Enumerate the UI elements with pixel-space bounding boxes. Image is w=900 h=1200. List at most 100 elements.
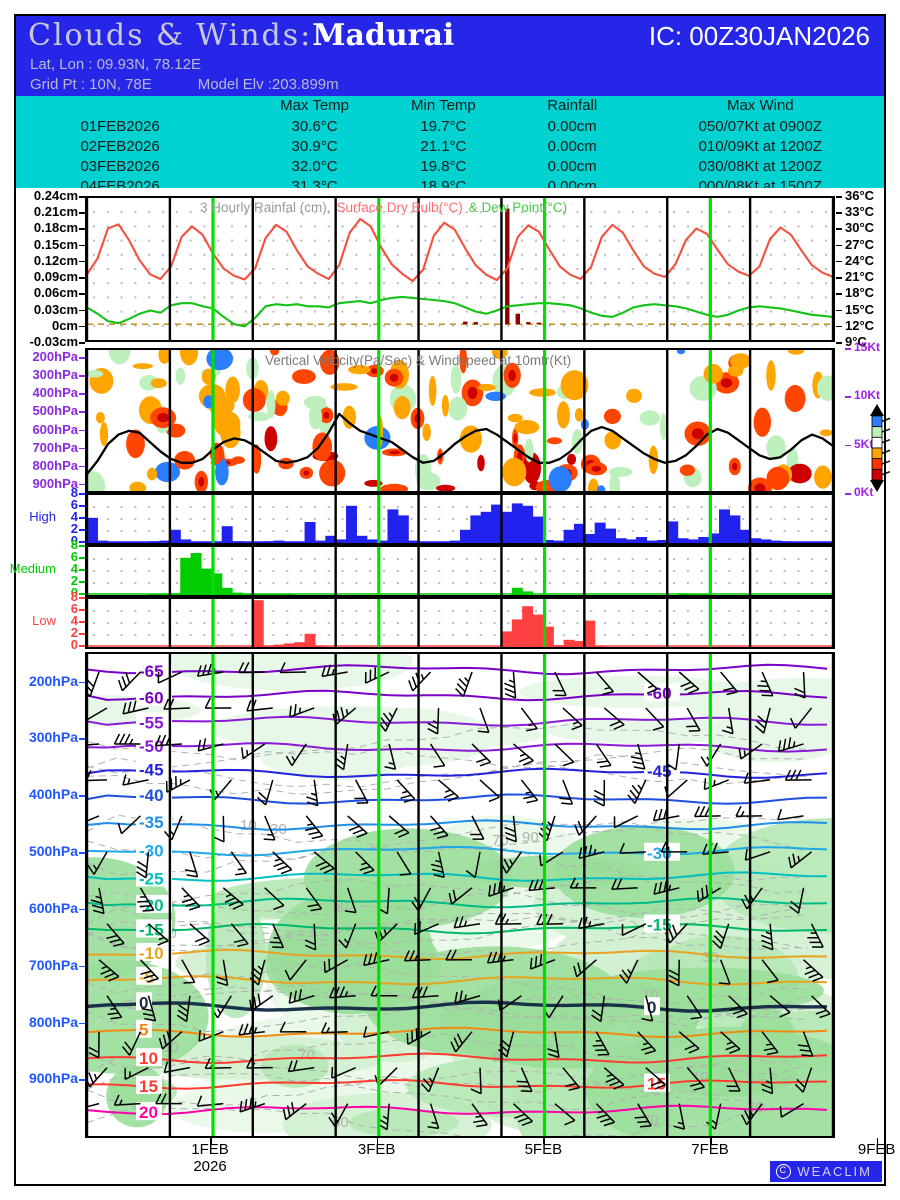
svg-text:-40: -40 — [139, 786, 164, 805]
cloud-label-low: Low — [32, 613, 56, 628]
grid-point: Grid Pt : 10N, 78E Model Elv :203.899m — [30, 76, 339, 93]
temperature-tick-8: 12°C — [845, 317, 875, 333]
x-axis-label-1: 3FEB — [332, 1141, 422, 1158]
cloud-tick-low-3: 2 — [70, 625, 78, 640]
temperature-tick-7: 15°C — [845, 301, 875, 317]
temperature-tick-3: 27°C — [845, 236, 875, 252]
col-max-temp: Max Temp — [280, 97, 350, 114]
svg-text:5: 5 — [139, 1021, 148, 1040]
cloud-tickmark — [79, 593, 85, 595]
daily-summary-table: Max Temp Min Temp Rainfall Max Wind 01FE… — [16, 96, 884, 188]
cell-max-wind: 010/09Kt at 1200Z — [698, 137, 823, 155]
cell-max-temp: 32.0°C — [291, 157, 338, 175]
rainfall-tick-3: 0.15cm — [33, 236, 78, 252]
title-prefix: Clouds & Winds: — [28, 18, 313, 53]
cloud-tick-high-0: 8 — [70, 485, 78, 500]
lat-lon: Lat, Lon : 09.93N, 78.12E — [30, 56, 201, 73]
cloud-tick-medium-4: 0 — [70, 585, 78, 600]
vvel-tickmark — [79, 429, 85, 432]
x-axis-tickmark-4 — [876, 1138, 879, 1144]
rainfall-tick-9: -0.03cm — [29, 334, 78, 349]
col-min-temp: Min Temp — [411, 97, 476, 114]
main-pressure-tickmark — [79, 1079, 85, 1081]
svg-text:70: 70 — [298, 1047, 315, 1064]
x-axis-date: 7FEB — [691, 1141, 729, 1158]
vvel-tickmark — [79, 411, 85, 413]
cloud-tick-medium-1: 6 — [70, 549, 78, 564]
cloud-tickmark — [79, 541, 85, 543]
vvel-pressure-tick-5: 700hPa — [32, 439, 78, 455]
grid-point-label: Grid Pt : 10N, 78E — [30, 76, 152, 93]
rainfall-tick-1: 0.21cm — [33, 204, 78, 220]
x-axis-label-2: 5FEB — [498, 1141, 588, 1158]
cloud-tick-high-4: 0 — [70, 533, 78, 548]
x-axis-tickmark-3 — [710, 1138, 712, 1144]
temperature-tickmark — [836, 325, 842, 328]
windbarb-colorbar — [866, 404, 892, 492]
cloud-tick-high-3: 2 — [70, 521, 78, 536]
station-name: Madurai — [312, 18, 455, 53]
main-pressure-tickmark — [79, 681, 85, 684]
svg-text:-15: -15 — [647, 916, 672, 935]
svg-text:90: 90 — [522, 829, 539, 846]
high-cloud-plot — [87, 495, 833, 543]
svg-text:-35: -35 — [139, 813, 164, 832]
temperature-tickmark — [836, 309, 842, 312]
cell-rainfall: 0.00cm — [547, 137, 597, 155]
x-axis-label-4: 9FEB — [832, 1141, 900, 1158]
cloud-tickmark — [79, 633, 85, 635]
rainfall-tick-4: 0.12cm — [33, 252, 78, 268]
vvel-pressure-tick-2: 400hPa — [32, 385, 78, 401]
rainfall-tickmark — [79, 196, 85, 198]
temperature-tick-0: 36°C — [845, 188, 875, 203]
rainfall-tickmark — [79, 342, 85, 344]
page-border — [14, 14, 886, 1186]
temperature-tick-6: 18°C — [845, 285, 875, 301]
svg-text:-15: -15 — [139, 920, 164, 939]
svg-text:-30: -30 — [647, 844, 672, 863]
x-axis-date: 3FEB — [357, 1141, 396, 1158]
cloud-label-high: High — [29, 509, 56, 524]
vvel-pressure-tick-4: 600hPa — [32, 421, 78, 437]
temperature-tick-2: 30°C — [845, 220, 875, 236]
main-pressure-tick-3: 500hPa — [28, 843, 78, 860]
main-pressure-tickmark — [79, 852, 85, 854]
page-title: Clouds & Winds:Madurai — [28, 18, 454, 53]
main-pressure-tickmark — [79, 965, 85, 968]
main-pressure-tick-0: 200hPa — [28, 672, 78, 689]
svg-text:0: 0 — [647, 998, 656, 1017]
main-pressure-tickmark — [79, 795, 85, 797]
svg-text:-55: -55 — [139, 713, 164, 732]
panel-vertical-velocity — [85, 348, 835, 493]
temperature-tickmark — [836, 244, 842, 247]
vvel-pressure-tick-6: 800hPa — [32, 457, 78, 473]
x-axis-label-0: 1FEB 2026 — [165, 1141, 255, 1175]
wind-scale-tickmark — [845, 396, 851, 398]
temperature-tickmark — [836, 260, 842, 263]
temperature-tick-9: 9°C — [845, 334, 867, 349]
svg-text:-60: -60 — [139, 689, 164, 708]
low-cloud-plot — [87, 599, 833, 647]
temperature-tick-5: 21°C — [845, 269, 875, 285]
cloud-tickmark — [79, 529, 85, 531]
cloud-tickmark — [79, 505, 85, 507]
vvel-pressure-tick-0: 200hPa — [32, 349, 78, 365]
cell-rainfall: 0.00cm — [547, 157, 597, 175]
cell-max-temp: 31.3°C — [291, 177, 338, 189]
rainfall-tickmark — [79, 325, 85, 328]
rainfall-tickmark — [79, 260, 85, 263]
vvel-tickmark — [79, 375, 85, 377]
logo-text: WEACLIM — [797, 1164, 872, 1179]
init-condition: IC: 00Z30JAN2026 — [648, 21, 870, 51]
cell-max-wind: 000/08Kt at 1500Z — [698, 177, 823, 189]
cloud-tickmark — [79, 493, 85, 495]
main-pressure-tick-6: 800hPa — [28, 1013, 78, 1030]
cloud-tick-high-2: 4 — [70, 509, 78, 524]
upper-air-plot: 10305070901030507090103050709010-65-60-6… — [87, 654, 833, 1136]
svg-text:10: 10 — [139, 1049, 158, 1068]
panel-medium-cloud — [85, 545, 835, 597]
cell-date: 04FEB2026 — [80, 177, 160, 189]
vvel-tickmark — [79, 447, 85, 450]
main-pressure-tickmark — [79, 908, 85, 911]
